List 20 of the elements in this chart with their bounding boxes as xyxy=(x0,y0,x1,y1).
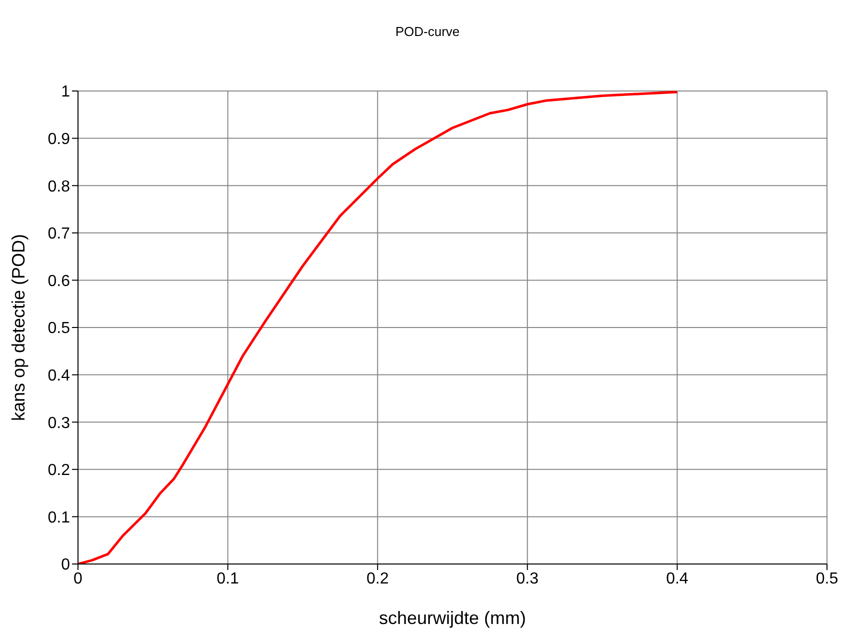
x-tick-label: 0 xyxy=(74,570,83,588)
y-tick-label: 0.6 xyxy=(48,272,70,290)
y-tick-label: 0.8 xyxy=(48,178,70,196)
x-tick-label: 0.2 xyxy=(366,570,389,588)
y-tick-label: 0.9 xyxy=(48,130,70,148)
x-axis-title: scheurwijdte (mm) xyxy=(378,608,526,628)
y-tick-label: 0.7 xyxy=(48,226,70,243)
x-tick-label: 0.4 xyxy=(666,570,688,588)
y-tick-label: 0 xyxy=(61,556,70,574)
y-tick-label: 0.3 xyxy=(48,414,70,432)
x-tick-label: 0.1 xyxy=(216,570,240,588)
y-tick-label: 0.5 xyxy=(48,320,70,338)
y-tick-label: 0.4 xyxy=(48,367,70,384)
x-tick-label: 0.3 xyxy=(516,570,539,588)
x-tick-label: 0.5 xyxy=(816,570,838,588)
y-tick-label: 1 xyxy=(61,84,70,101)
y-tick-label: 0.1 xyxy=(48,509,70,526)
y-axis-title: kans op detectie (POD) xyxy=(8,234,28,422)
chart-title: POD-curve xyxy=(394,23,461,41)
y-tick-label: 0.2 xyxy=(48,462,70,480)
